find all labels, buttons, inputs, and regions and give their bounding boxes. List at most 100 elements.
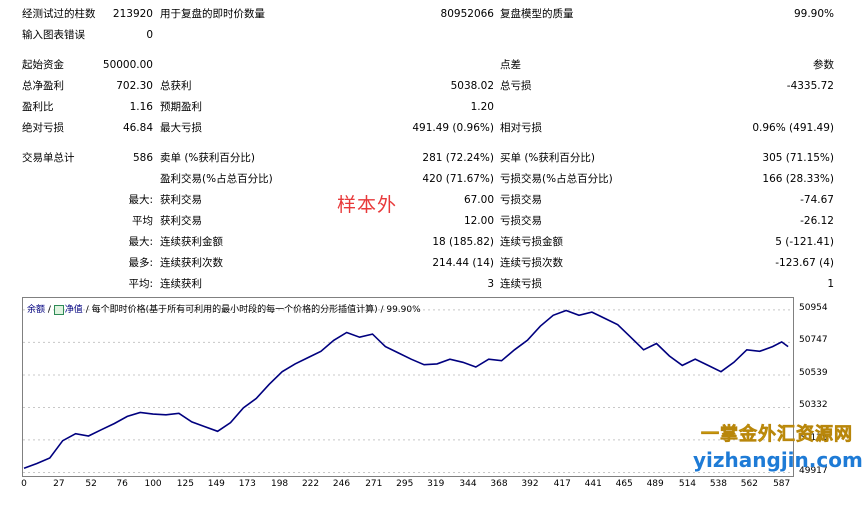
x-tick-label: 538 [709, 479, 728, 489]
equity-chart-svg [23, 309, 793, 474]
consecutive-losses-money-label: 连续亏损金额 [500, 236, 563, 248]
avg-consecutive-wins-label: 连续获利 [160, 278, 202, 290]
y-tick-label: 50125 [799, 432, 828, 443]
balance-tab[interactable]: 余额 [27, 305, 46, 315]
x-tick-label: 149 [207, 479, 225, 489]
x-tick-label: 0 [21, 479, 27, 489]
x-tick-label: 100 [144, 479, 162, 489]
long-positions-label: 买单 (%获利百分比) [500, 152, 596, 164]
brand-name: 一掌金外汇资源网 [701, 424, 853, 446]
max-drawdown-value: 491.49 (0.96%) [412, 122, 494, 134]
most-consecutive-prefix: 最多: [128, 257, 153, 269]
net-profit-value: 702.30 [116, 80, 153, 92]
gross-loss-value: -4335.72 [786, 80, 834, 92]
y-tick-label: 50954 [799, 302, 828, 313]
profit-factor-value: 1.16 [129, 101, 153, 113]
max-drawdown-label: 最大亏损 [160, 122, 202, 134]
largest-profit-value: 67.00 [463, 194, 494, 206]
absolute-drawdown-value: 46.84 [122, 122, 153, 134]
avg-consecutive-prefix: 平均: [128, 278, 153, 290]
ticks-value: 80952066 [440, 8, 494, 20]
x-tick-label: 587 [773, 479, 791, 489]
x-axis: 0 27 52 76 100 125 149 173 198 222 246 271 295 319 344… [21, 479, 802, 493]
x-tick-label: 246 [332, 479, 351, 489]
bars-label: 经测试过的柱数 [22, 8, 96, 20]
consecutive-wins-money-value: 18 (185.82) [432, 236, 494, 248]
short-positions-label: 卖单 (%获利百分比) [160, 152, 256, 164]
profit-trades-value: 420 (71.67%) [422, 173, 494, 185]
x-tick-label: 514 [678, 479, 697, 489]
largest-prefix: 最大: [128, 194, 153, 206]
total-trades-label: 交易单总计 [22, 152, 75, 164]
x-tick-label: 417 [553, 479, 571, 489]
long-positions-value: 305 (71.15%) [762, 152, 834, 164]
quality-value: 99.90% [793, 8, 834, 20]
average-profit-value: 12.00 [463, 215, 494, 227]
deposit-label: 起始资金 [22, 59, 64, 71]
avg-consecutive-losses-label: 连续亏损 [500, 278, 542, 290]
consecutive-loss-count-label: 连续亏损次数 [500, 257, 563, 269]
ticks-label: 用于复盘的即时价数量 [160, 8, 265, 20]
x-tick-label: 562 [740, 479, 758, 489]
equity-tab[interactable]: 净值 [64, 305, 83, 315]
x-tick-label: 76 [116, 479, 128, 489]
consecutive-profit-count-label: 连续获利次数 [160, 257, 223, 269]
x-tick-label: 344 [459, 479, 477, 489]
chart-header: 余额 / 净值 / 每个即时价格(基于所有可利用的最小时段的每一个价格的分形插值… [27, 304, 421, 315]
gross-profit-value: 5038.02 [450, 80, 494, 92]
x-tick-label: 295 [396, 479, 414, 489]
deposit-value: 50000.00 [102, 59, 153, 71]
x-tick-label: 27 [53, 479, 65, 489]
y-tick-label: 50747 [799, 335, 828, 346]
x-tick-label: 173 [238, 479, 256, 489]
spread-label: 点差 [500, 59, 521, 71]
chart-caption: / 每个即时价格(基于所有可利用的最小时段的每一个价格的分形插值计算) / 99… [85, 305, 421, 315]
gross-loss-label: 总亏损 [500, 80, 532, 92]
average-prefix: 平均 [132, 215, 153, 227]
max-consecutive-prefix: 最大: [128, 236, 153, 248]
y-axis: 50954 50747 50539 50332 50125 49917 [797, 297, 857, 487]
consecutive-loss-count-value: -123.67 (4) [775, 257, 834, 269]
largest-loss-label: 亏损交易 [500, 194, 542, 206]
equity-line [23, 309, 789, 469]
x-tick-label: 198 [270, 479, 289, 489]
gross-profit-label: 总获利 [160, 80, 192, 92]
brand-url: yizhangjin.com [693, 448, 863, 472]
consecutive-wins-money-label: 连续获利金额 [160, 236, 223, 248]
errors-label: 输入图表错误 [22, 29, 85, 41]
x-tick-label: 465 [615, 479, 633, 489]
bars-value: 213920 [112, 8, 153, 20]
x-tick-label: 368 [490, 479, 508, 489]
y-tick-label: 50539 [799, 368, 828, 378]
y-tick-label: 50332 [799, 400, 828, 411]
avg-consecutive-wins-value: 3 [487, 278, 494, 290]
x-tick-label: 52 [85, 479, 97, 489]
loss-trades-value: 166 (28.33%) [762, 173, 834, 185]
avg-consecutive-losses-value: 1 [827, 278, 834, 290]
largest-profit-label: 获利交易 [160, 194, 202, 206]
profit-factor-label: 盈利比 [22, 101, 54, 113]
profit-trades-label: 盈利交易(%占总百分比) [160, 173, 273, 185]
x-tick-label: 319 [427, 479, 445, 489]
report-stats: 经测试过的柱数 213920 用于复盘的即时价数量 80952066 复盘模型的… [22, 8, 834, 290]
expected-payoff-label: 预期盈利 [160, 101, 202, 113]
site-brand-watermark: 一掌金外汇资源网 yizhangjin.com [693, 420, 863, 472]
x-tick-label: 271 [365, 479, 383, 489]
relative-drawdown-label: 相对亏损 [500, 122, 542, 134]
equity-chart: 余额 / 净值 / 每个即时价格(基于所有可利用的最小时段的每一个价格的分形插值… [22, 297, 794, 477]
x-tick-label: 489 [646, 479, 664, 489]
average-loss-label: 亏损交易 [500, 215, 542, 227]
total-trades-value: 586 [132, 152, 153, 164]
relative-drawdown-value: 0.96% (491.49) [752, 122, 834, 134]
spread-value: 参数 [813, 59, 834, 71]
expected-payoff-value: 1.20 [470, 101, 494, 113]
consecutive-losses-money-value: 5 (-121.41) [775, 236, 834, 248]
net-profit-label: 总净盈利 [22, 80, 64, 92]
quality-label: 复盘模型的质量 [500, 8, 574, 20]
out-of-sample-watermark: 样本外 [337, 194, 398, 216]
absolute-drawdown-label: 绝对亏损 [22, 122, 64, 134]
x-tick-label: 222 [301, 479, 320, 489]
x-tick-label: 125 [176, 479, 194, 489]
x-tick-label: 392 [521, 479, 539, 489]
equity-checkbox-icon[interactable] [53, 304, 64, 315]
